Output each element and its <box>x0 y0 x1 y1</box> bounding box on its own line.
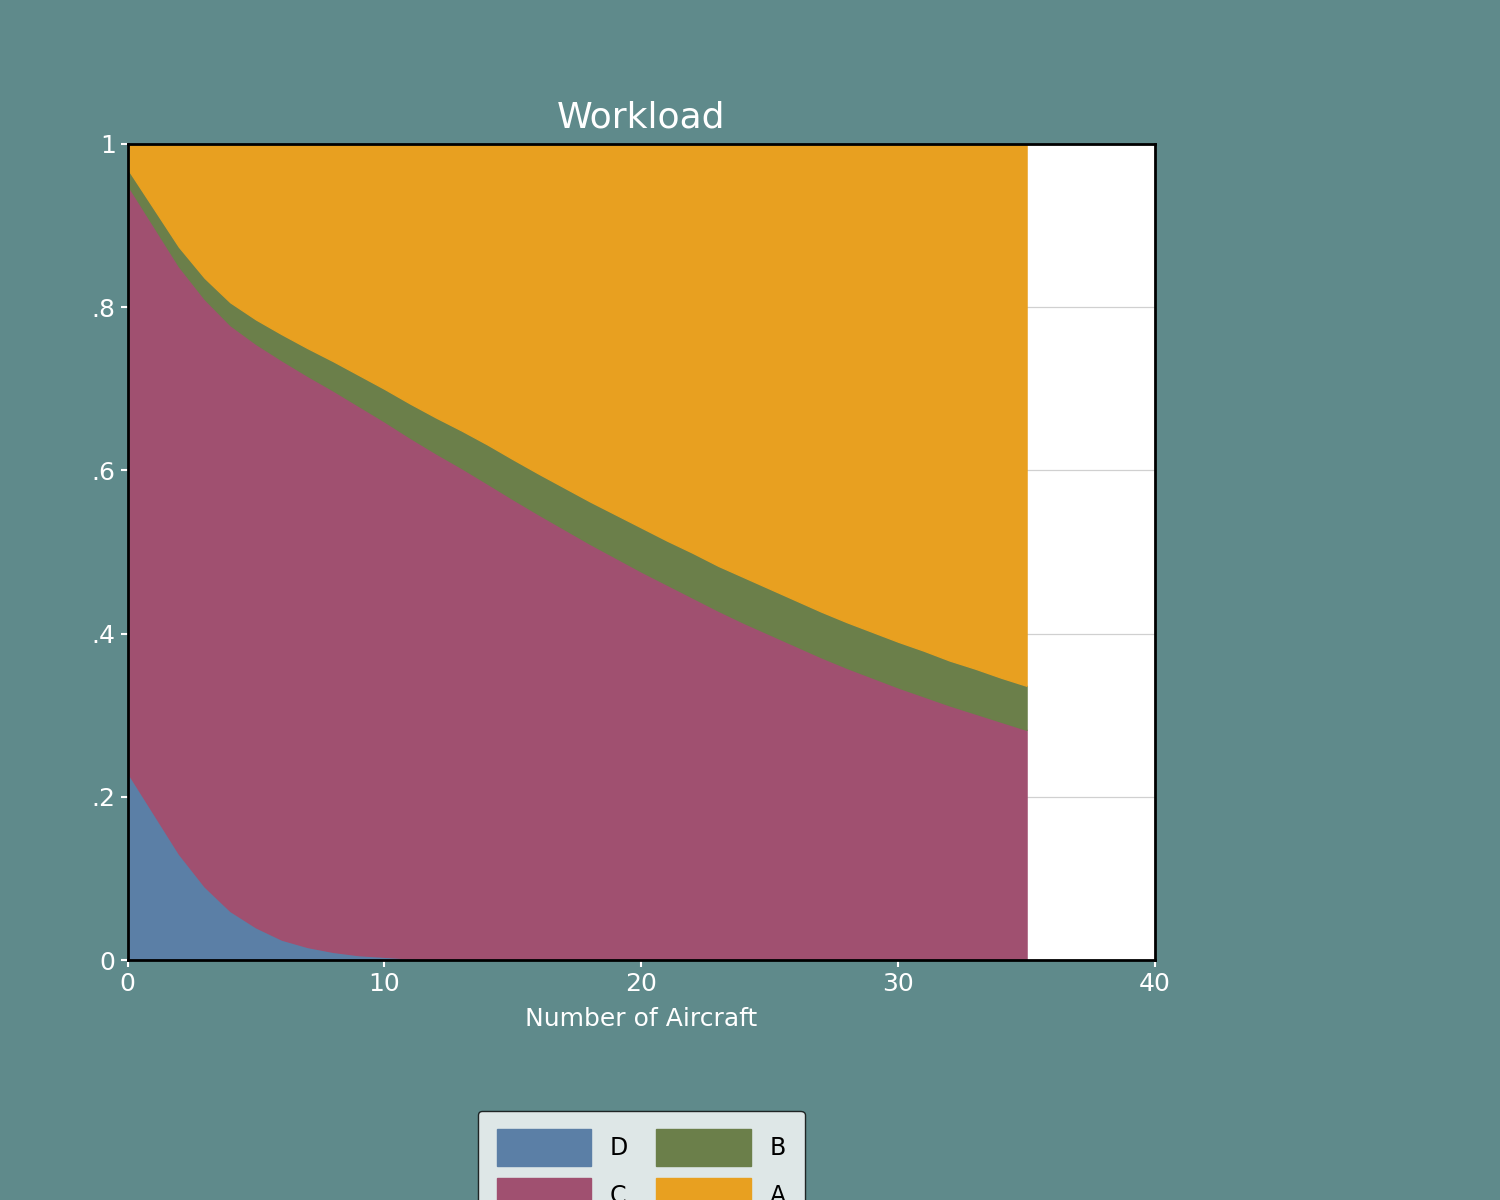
Title: Workload: Workload <box>556 101 726 134</box>
Legend: D, C, B, A: D, C, B, A <box>477 1110 806 1200</box>
X-axis label: Number of Aircraft: Number of Aircraft <box>525 1007 758 1031</box>
